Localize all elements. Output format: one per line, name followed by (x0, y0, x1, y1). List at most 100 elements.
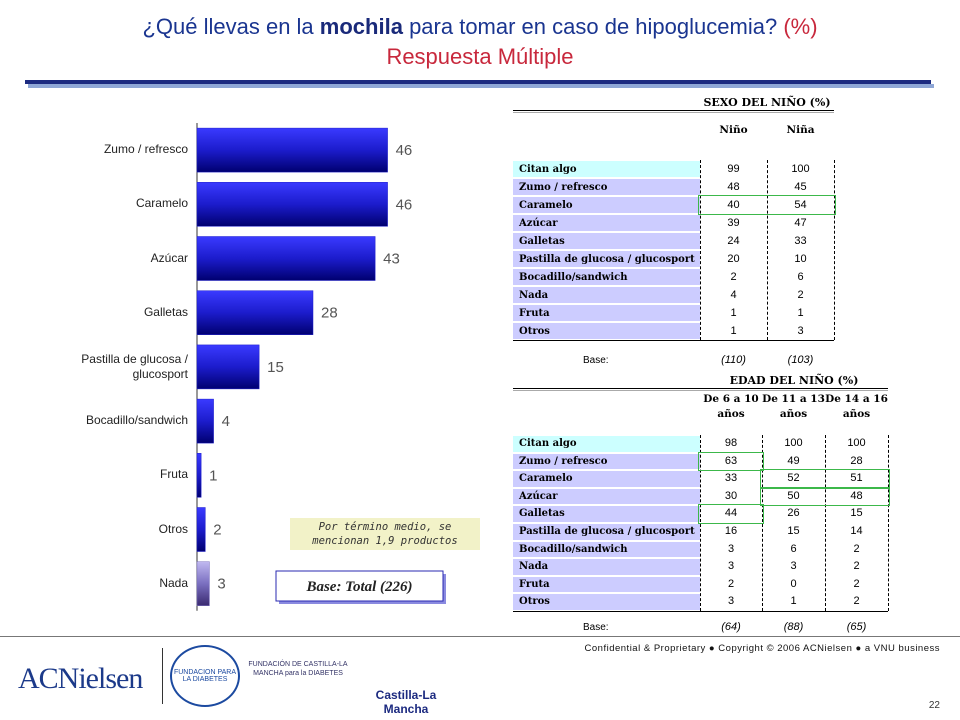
category-label: Caramelo (135, 196, 188, 211)
note-box (290, 518, 480, 550)
row-label: Pastilla de glucosa / glucosport (513, 523, 700, 540)
chart: 46 46 43 28 15 4 1 2 3 (196, 123, 480, 611)
row-label: Zumo / refresco (513, 452, 700, 470)
footer-rule (0, 636, 960, 637)
category-label: Fruta (159, 467, 188, 482)
logo-clm: Castilla-La Mancha (375, 688, 437, 716)
row-label: Bocadillo/sandwich (513, 540, 700, 558)
value-label: 43 (383, 251, 400, 268)
column-divider (834, 160, 835, 340)
cell-value: 2 (797, 289, 804, 301)
cell-value: 0 (790, 577, 797, 590)
cell-value: 20 (727, 253, 740, 265)
category-label: Nada (159, 575, 188, 590)
cell-value: 100 (784, 437, 803, 449)
rule-shadow (28, 84, 934, 88)
title-unit: (%) (783, 14, 818, 39)
cell-value: 100 (847, 437, 866, 449)
highlight (760, 486, 890, 507)
cell-value: 24 (727, 235, 740, 247)
column-divider (767, 160, 768, 340)
cell-value: 1 (790, 595, 797, 608)
cell-value: 6 (790, 542, 797, 555)
base-value: (103) (787, 354, 814, 366)
rows-rule (513, 611, 888, 612)
row-label: Citan algo (513, 435, 700, 452)
base-value: (65) (846, 621, 867, 633)
confidential: Confidential & Proprietary ● Copyright ©… (584, 643, 940, 654)
table-rule (513, 110, 834, 111)
row-label: Azúcar (513, 214, 700, 231)
cell-value: 14 (850, 525, 863, 537)
column-header: De 14 a 16 años (825, 393, 888, 420)
cell-value: 2 (853, 542, 860, 555)
cell-value: 3 (797, 325, 804, 337)
column-divider (825, 435, 826, 611)
table-title: SEXO DEL NIÑO (%) (703, 96, 831, 109)
cell-value: 16 (724, 525, 738, 537)
row-label: Galletas (513, 505, 700, 522)
column-divider (700, 435, 701, 611)
base-value: (110) (721, 354, 746, 366)
cell-value: 10 (794, 253, 807, 265)
subtitle: Respuesta Múltiple (386, 44, 574, 69)
note: Por término medio, se mencionan 1,9 prod… (312, 521, 458, 547)
highlight (698, 195, 836, 215)
category-label: Galletas (143, 304, 188, 319)
cell-value: 33 (794, 235, 807, 247)
cell-value: 63 (724, 454, 738, 467)
highlight (760, 469, 890, 489)
rows-rule (513, 340, 834, 341)
row-label: Fruta (513, 304, 700, 321)
value-label: 4 (222, 413, 230, 430)
logo-fundacion-clm: FUNDACIÓN DE CASTILLA-LA MANCHA para la … (248, 661, 348, 677)
bar (196, 453, 202, 498)
cell-value: 99 (727, 163, 740, 175)
row-label: Azúcar (513, 487, 700, 505)
table-title: EDAD DEL NIÑO (%) (729, 374, 859, 387)
column-divider (700, 160, 701, 340)
base-label: Base: (583, 355, 609, 366)
row-label: Pastilla de glucosa / glucosport (513, 250, 700, 267)
value-label: 15 (267, 359, 284, 376)
cell-value: 52 (787, 472, 800, 485)
base-label: Base: Total (226) (306, 579, 413, 595)
cell-value: 2 (730, 271, 737, 283)
cell-value: 2 (853, 577, 860, 590)
category-label: Pastilla de glucosa / glucosport (81, 351, 188, 381)
cell-value: 3 (727, 542, 735, 555)
cell-value: 3 (790, 560, 797, 573)
bar (196, 182, 388, 227)
category-label: Azúcar (150, 250, 188, 265)
column-divider (888, 435, 889, 611)
row-label: Caramelo (513, 196, 700, 213)
highlight (698, 504, 764, 524)
cell-value: 1 (730, 325, 737, 337)
cell-value: 49 (787, 454, 800, 467)
cell-value: 1 (730, 307, 737, 319)
cell-value: 2 (727, 577, 735, 590)
bar (196, 398, 214, 444)
cell-value: 45 (794, 181, 807, 193)
row-label: Nada (513, 558, 700, 575)
highlight (698, 451, 764, 472)
title-bold: mochila (319, 14, 403, 39)
value-label: 3 (217, 576, 225, 593)
cell-value: 100 (791, 163, 810, 175)
row-label: Bocadillo/sandwich (513, 268, 700, 285)
cell-value: 6 (797, 271, 804, 283)
cell-value: 39 (727, 217, 740, 229)
bar (196, 290, 314, 335)
base-value: (88) (783, 621, 804, 633)
cell-value: 44 (724, 507, 738, 520)
value-label: 2 (213, 522, 221, 539)
bar (196, 561, 210, 606)
bar (196, 127, 388, 173)
column-header: Niña (786, 124, 815, 136)
title-text: ¿Qué llevas en la (142, 14, 314, 39)
cell-value: 15 (850, 507, 863, 520)
cell-value: 2 (853, 595, 860, 608)
logo-acnielsen: ACNielsen (18, 662, 143, 695)
bar (196, 236, 376, 281)
column-divider (762, 435, 763, 611)
